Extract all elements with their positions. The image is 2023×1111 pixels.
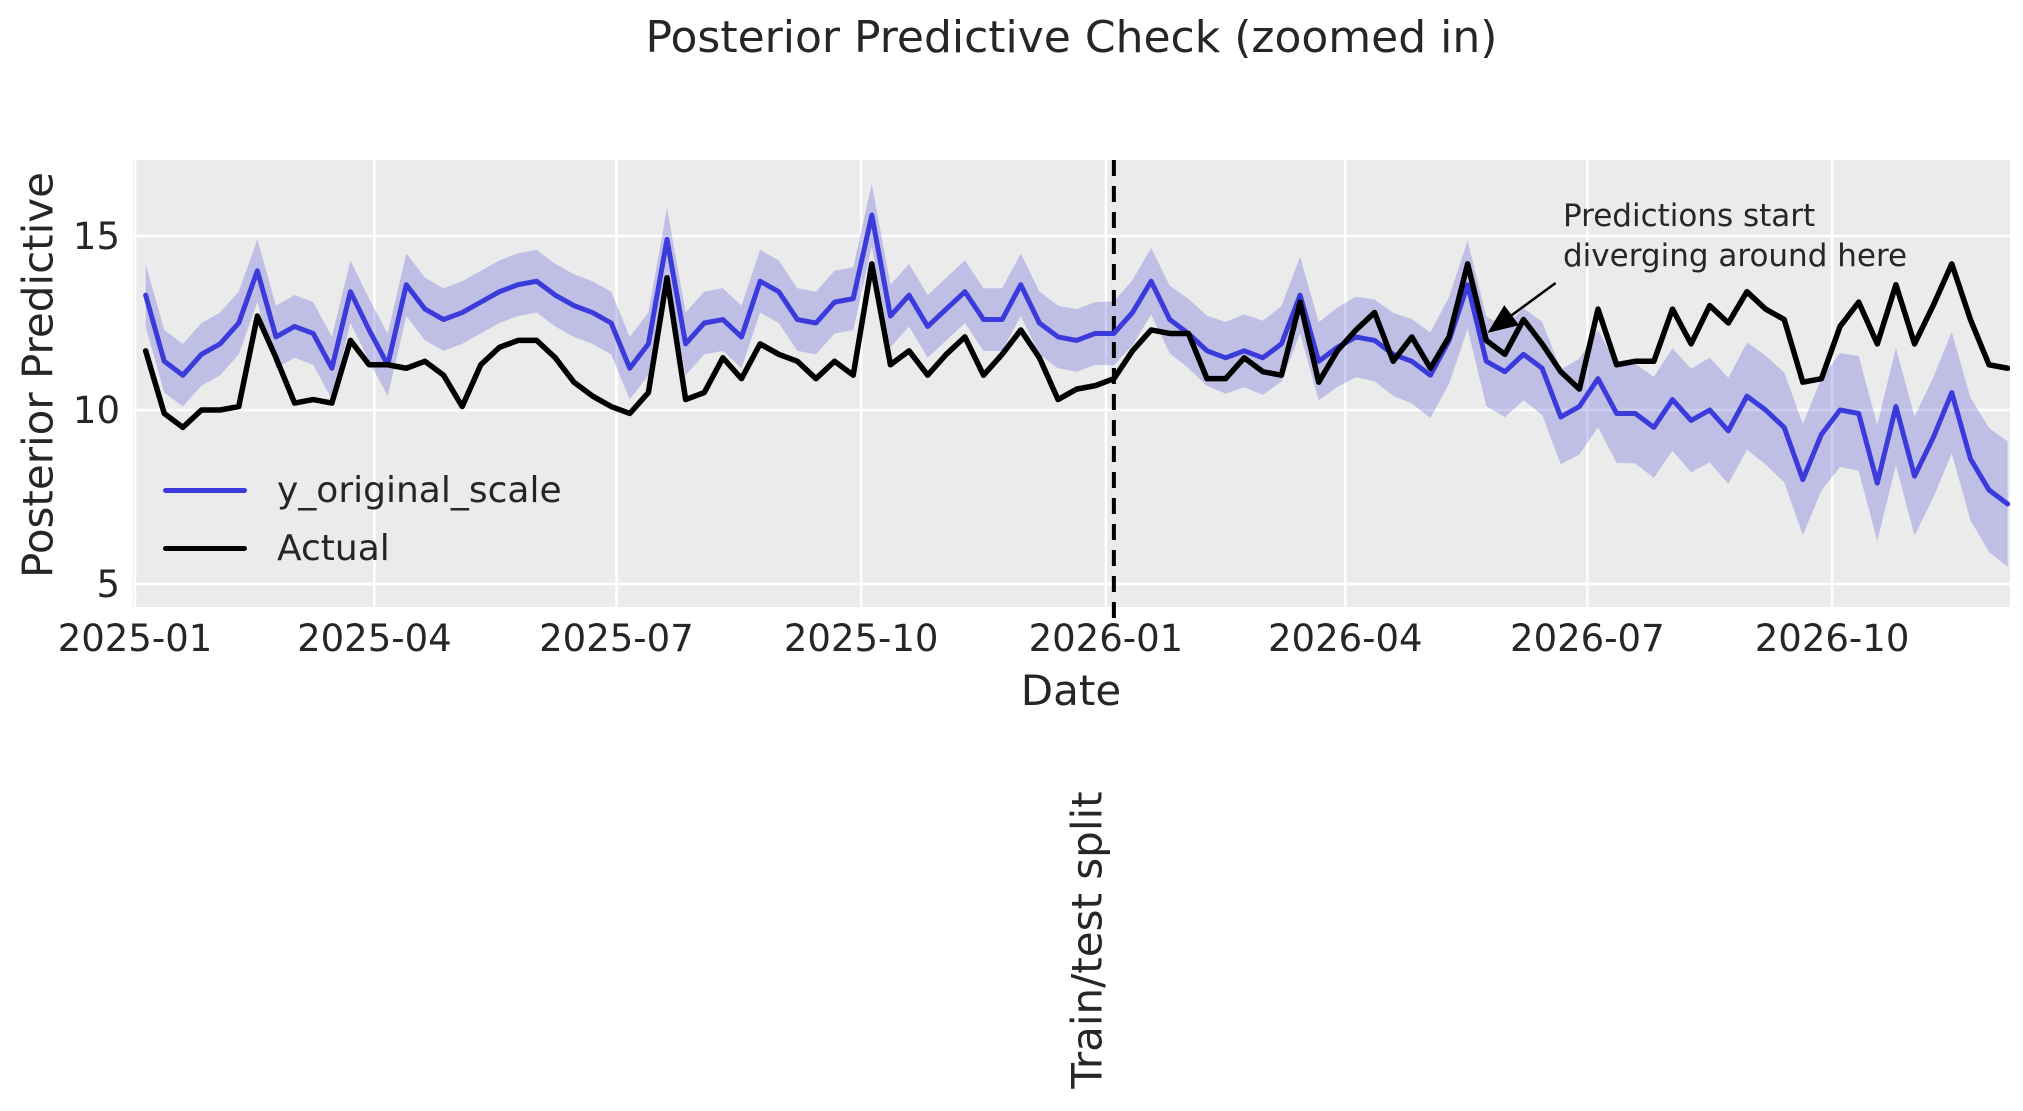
chart-title: Posterior Predictive Check (zoomed in)	[645, 12, 1498, 63]
legend: y_original_scale Actual	[163, 468, 562, 570]
x-axis-label: Date	[1020, 666, 1122, 715]
series-line-y_original_scale	[143, 212, 2010, 507]
x-tick-label: 2026-07	[1510, 617, 1665, 660]
annotation-arrow	[1487, 281, 1557, 333]
annotation-line-2: diverging around here	[1563, 238, 1908, 275]
x-tick-label: 2025-04	[297, 617, 452, 660]
y-tick-label: 5	[96, 563, 120, 606]
legend-line-swatch-black	[163, 545, 247, 551]
y-axis-label: Posterior Predictive	[13, 172, 63, 578]
legend-entry-y-original-scale: y_original_scale	[163, 468, 562, 512]
legend-label: y_original_scale	[277, 469, 562, 511]
x-tick-label: 2025-10	[784, 617, 939, 660]
train-test-split-label: Train/test split	[1062, 791, 1112, 1089]
annotation-line-1: Predictions start	[1563, 198, 1816, 234]
x-tick-label: 2025-07	[539, 617, 694, 660]
uncertainty-band	[145, 183, 2008, 567]
y-tick-label: 10	[73, 389, 120, 432]
legend-line-swatch-blue	[163, 487, 247, 493]
x-tick-label: 2026-04	[1268, 617, 1423, 660]
x-tick-label: 2025-01	[58, 617, 213, 660]
y-tick-label: 15	[73, 215, 120, 258]
x-tick-label: 2026-10	[1755, 617, 1910, 660]
legend-label: Actual	[277, 527, 390, 569]
series-line-Actual	[142, 261, 2010, 431]
legend-entry-actual: Actual	[163, 526, 562, 570]
x-tick-label: 2026-01	[1029, 617, 1184, 660]
annotation-text: Predictions start diverging around here	[1563, 196, 1907, 277]
